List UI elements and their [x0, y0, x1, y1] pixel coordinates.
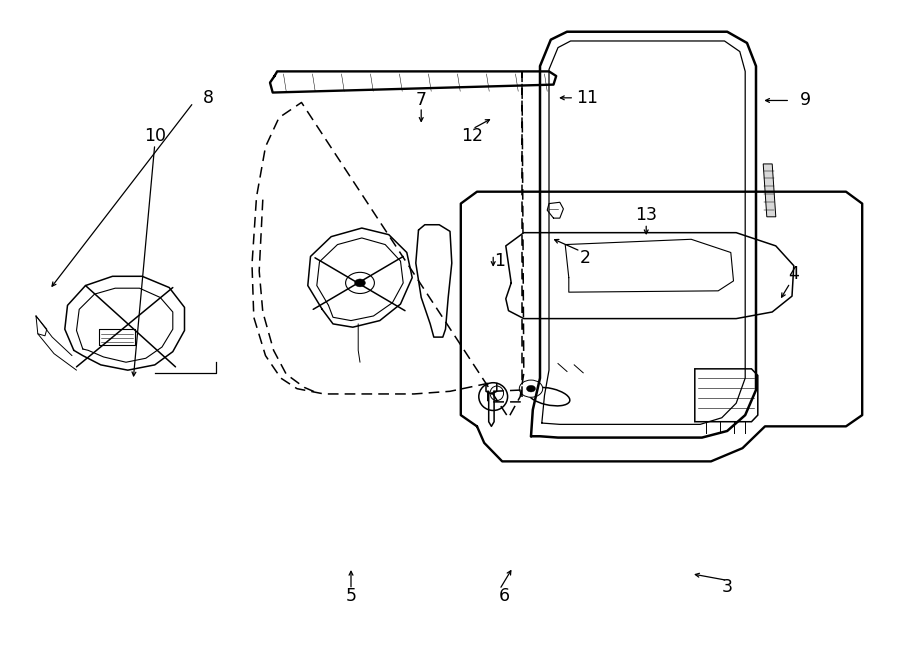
Text: 8: 8: [203, 89, 214, 107]
Circle shape: [526, 385, 536, 392]
Circle shape: [519, 380, 543, 397]
Circle shape: [355, 279, 365, 287]
Text: 1: 1: [494, 252, 505, 270]
Text: 3: 3: [722, 578, 733, 596]
Text: 10: 10: [144, 126, 166, 145]
Text: 11: 11: [576, 89, 598, 107]
Text: 7: 7: [416, 91, 427, 110]
Text: 6: 6: [499, 587, 509, 605]
Text: 13: 13: [635, 206, 657, 224]
Text: 5: 5: [346, 587, 356, 605]
Ellipse shape: [528, 387, 570, 406]
Text: 4: 4: [788, 265, 799, 284]
Text: 9: 9: [800, 91, 811, 110]
Text: 12: 12: [462, 126, 483, 145]
Text: 2: 2: [580, 249, 590, 267]
Ellipse shape: [479, 383, 508, 410]
Polygon shape: [763, 164, 776, 217]
